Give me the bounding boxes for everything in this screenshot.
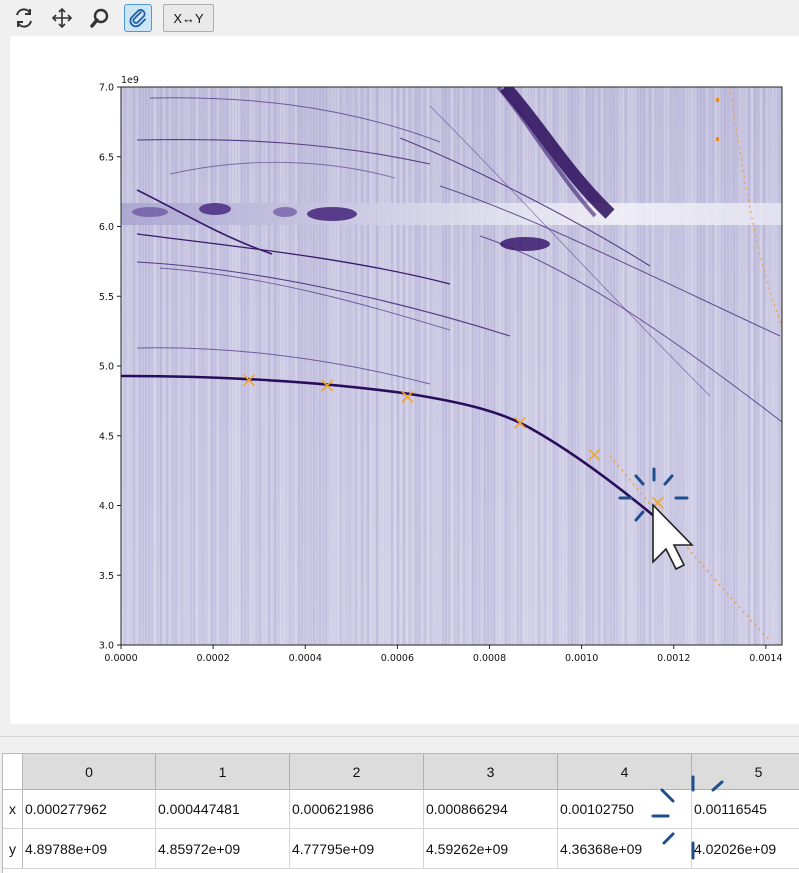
reset-view-button[interactable] [10,4,38,32]
y-tick-label: 6.5 [99,152,114,163]
table-cell[interactable]: 4.89788e+09 [23,829,156,869]
swap-axes-button[interactable]: X↔Y [163,4,214,32]
table-cell[interactable]: 4.85972e+09 [156,829,290,869]
x-tick-label: 0.0004 [289,653,322,664]
y-tick-label: 5.0 [99,362,114,373]
pan-icon [51,7,73,29]
row-header-x[interactable]: x [3,790,23,829]
table-cell[interactable]: 0.00102750 [558,790,692,829]
table-cell[interactable]: 4.36368e+09 [558,829,692,869]
y-tick-label: 4.5 [99,431,114,442]
picked-point-marker[interactable] [321,379,334,392]
picked-point-marker[interactable] [242,374,256,387]
zoom-button[interactable] [86,4,114,32]
row-header-y[interactable]: y [3,829,23,869]
column-header[interactable]: 5 [692,754,799,790]
pan-button[interactable] [48,4,76,32]
y-axis: 3.0 3.5 4.0 4.5 5.0 5.5 6.0 6.5 7.0 [99,83,121,652]
x-tick-label: 0.0002 [197,653,230,664]
panel-splitter[interactable] [0,736,799,737]
picked-markers[interactable] [242,374,664,509]
x-tick-label: 0.0014 [749,653,782,664]
heatmap-plot[interactable]: 0.0000 0.0002 0.0004 0.0006 0.0008 0.0010 0.00… [10,36,799,724]
toolbar: X↔Y [0,0,799,36]
pick-points-button[interactable] [124,4,152,32]
y-offset-label: 1e9 [121,75,139,86]
y-tick-label: 5.5 [99,292,114,303]
column-header[interactable]: 1 [156,754,290,790]
x-tick-label: 0.0000 [104,653,137,664]
table-cell[interactable]: 0.000277962 [23,790,156,829]
table-cell[interactable]: 4.02026e+09 [692,829,799,869]
x-axis: 0.0000 0.0002 0.0004 0.0006 0.0008 0.0010 0.00… [104,645,783,664]
table-corner[interactable] [3,754,23,790]
x-tick-label: 0.0010 [565,653,598,664]
table-cell[interactable]: 0.00116545 [692,790,799,829]
column-header[interactable]: 0 [23,754,156,790]
x-tick-label: 0.0006 [381,653,414,664]
y-tick-label: 7.0 [99,83,114,94]
y-tick-label: 3.0 [99,641,114,652]
plot-panel: 0.0000 0.0002 0.0004 0.0006 0.0008 0.0010 0.00… [10,36,799,724]
y-tick-label: 6.0 [99,222,114,233]
y-tick-label: 3.5 [99,571,114,582]
column-header[interactable]: 4 [558,754,692,790]
table-cell[interactable]: 0.000621986 [290,790,424,829]
picked-point-marker[interactable] [513,416,527,429]
table-cell[interactable]: 0.000447481 [156,790,290,829]
table-cell[interactable]: 4.59262e+09 [424,829,558,869]
points-table: 0 1 2 3 4 5 x 0.000277962 0.000447481 0.… [2,753,799,873]
x-tick-label: 0.0008 [473,653,506,664]
y-tick-label: 4.0 [99,501,114,512]
picked-point-marker[interactable] [588,448,601,461]
column-header[interactable]: 2 [290,754,424,790]
table-cell[interactable]: 0.000866294 [424,790,558,829]
table-cell[interactable]: 4.77795e+09 [290,829,424,869]
column-header[interactable]: 3 [424,754,558,790]
picked-point-marker[interactable] [401,390,414,404]
x-tick-label: 0.0012 [657,653,690,664]
paperclip-icon [129,9,146,28]
reset-icon [16,8,32,28]
zoom-icon [90,8,109,28]
heatmap-image [121,87,782,645]
